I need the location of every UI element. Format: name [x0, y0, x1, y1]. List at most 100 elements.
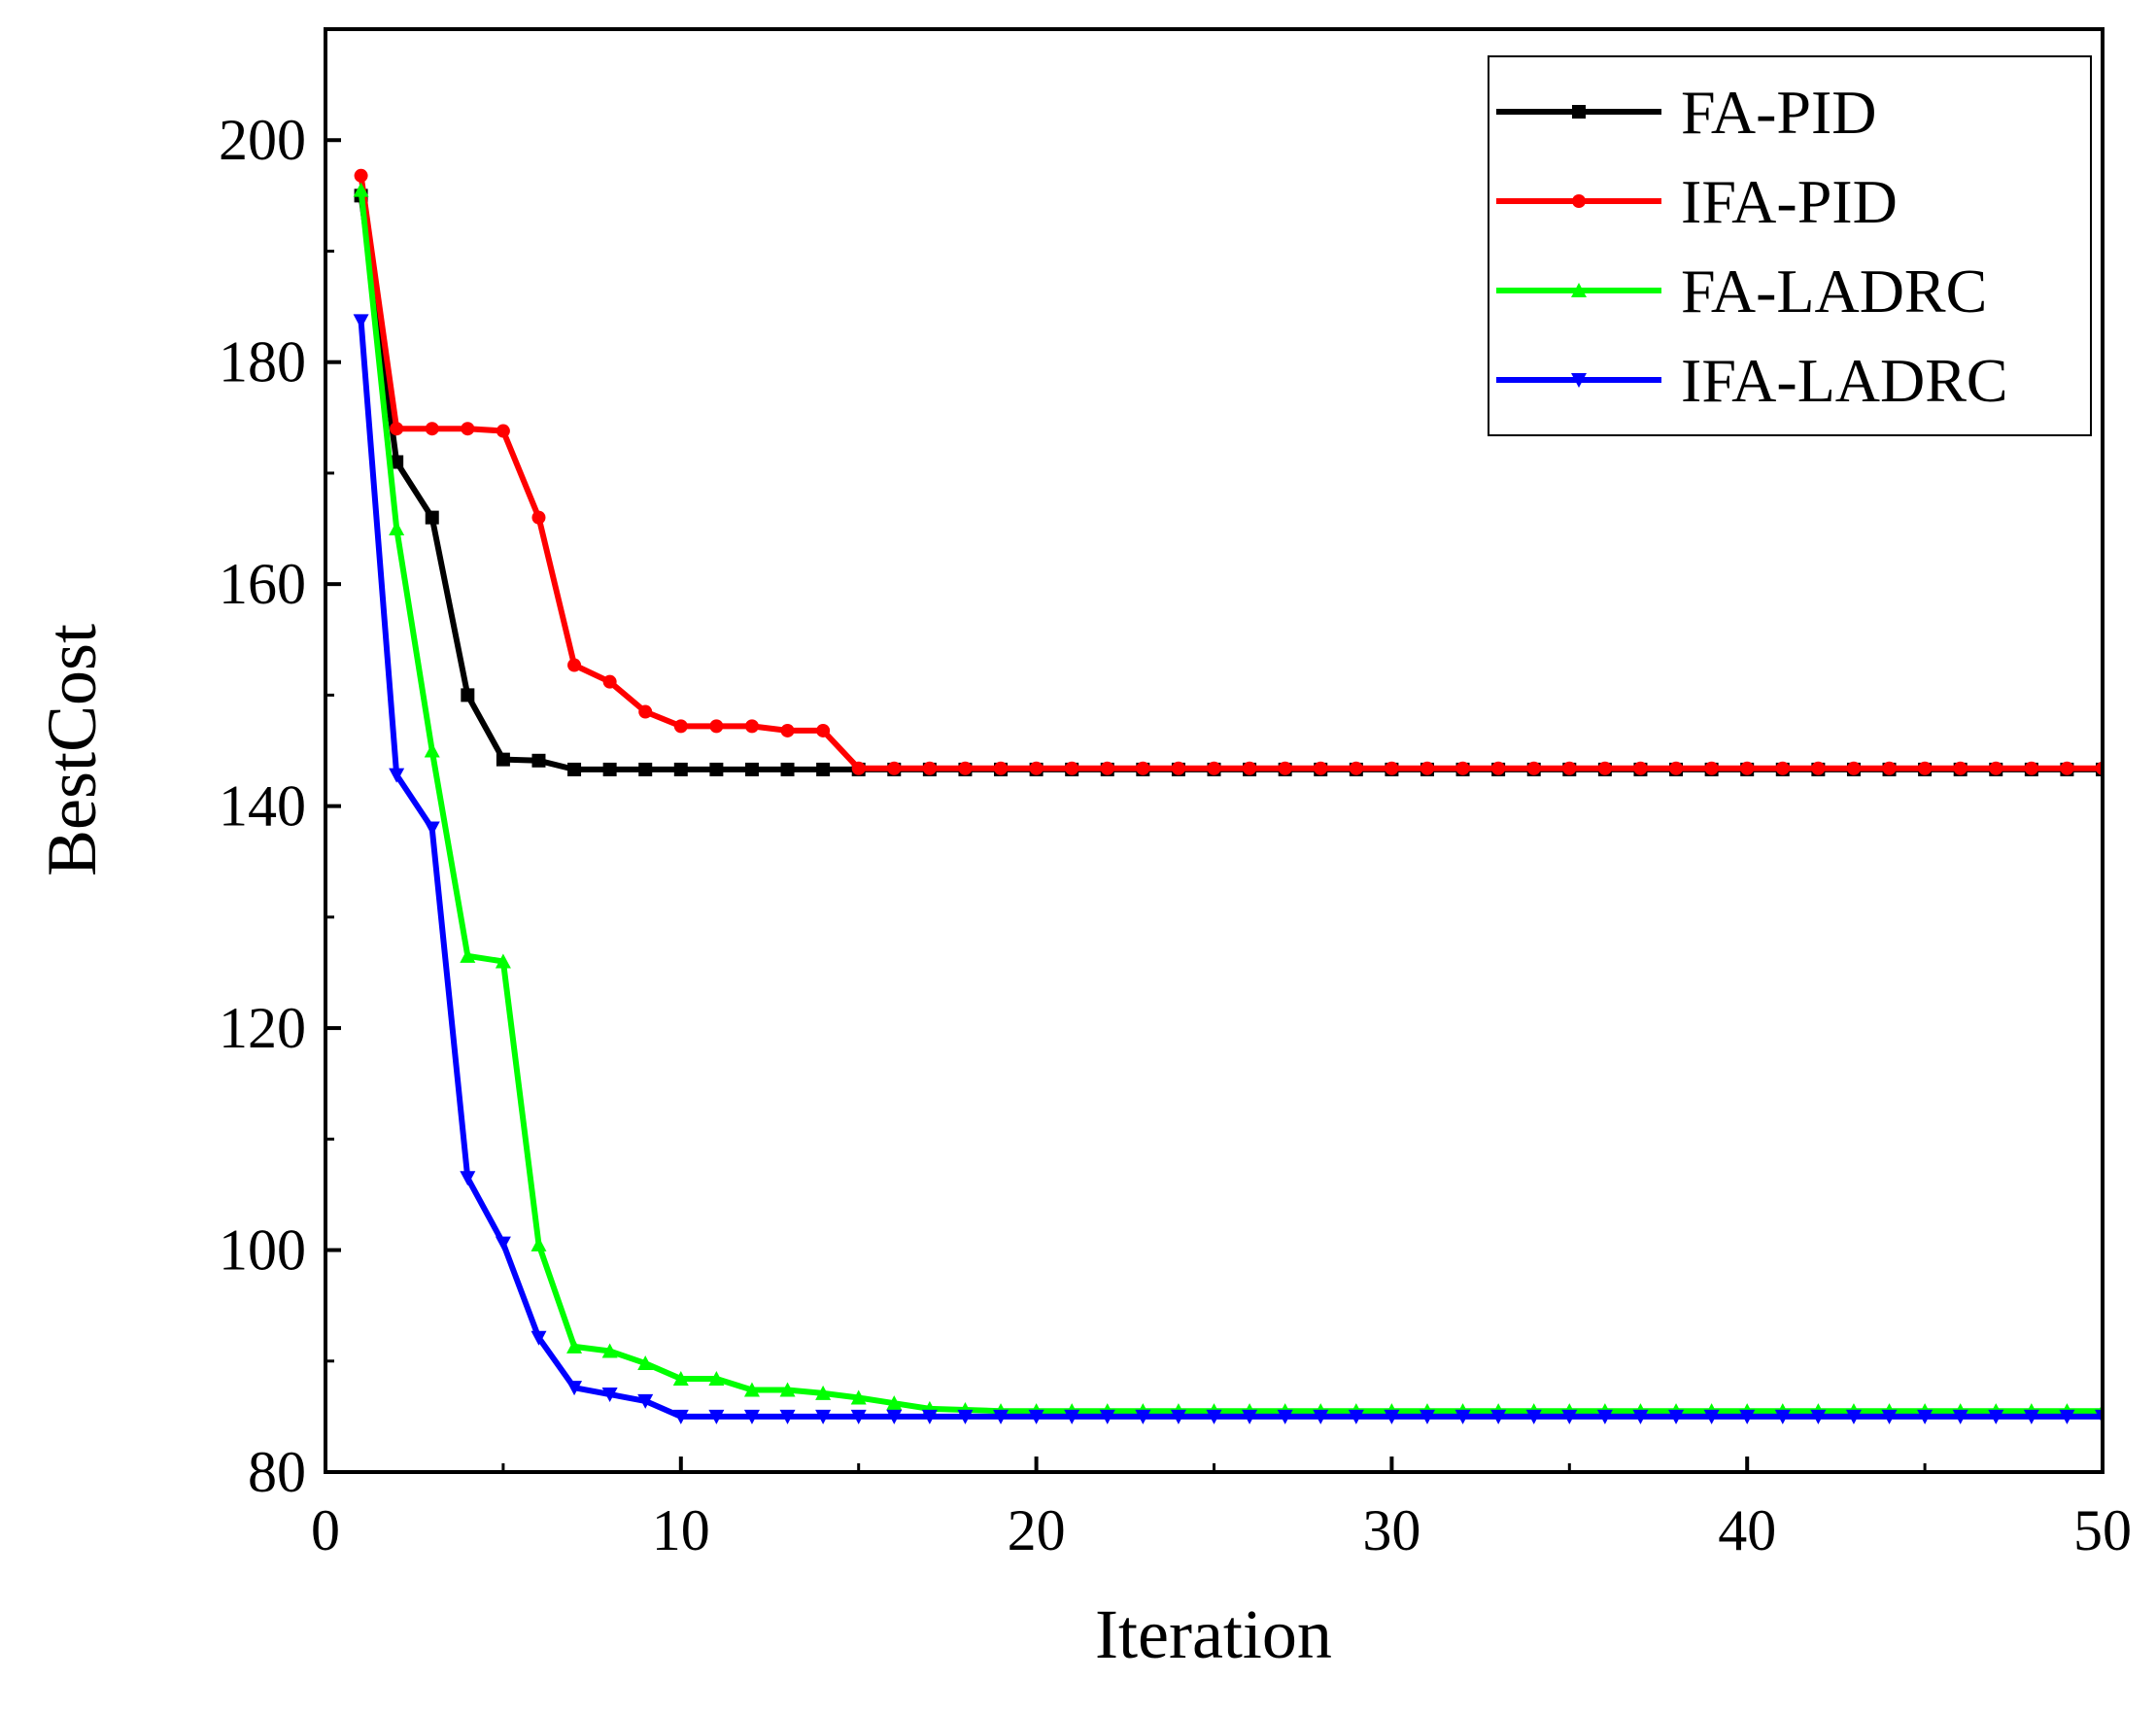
- data-point-ifa-ladrc: [353, 314, 369, 329]
- data-point-fa-ladrc: [530, 1236, 547, 1251]
- data-point-ifa-ladrc: [1668, 1409, 1685, 1424]
- data-point-ifa-pid: [958, 761, 973, 775]
- data-point-ifa-ladrc: [1348, 1409, 1364, 1424]
- data-point-fa-pid: [744, 762, 759, 776]
- data-point-ifa-pid: [1349, 761, 1363, 775]
- data-point-ifa-ladrc: [1703, 1409, 1720, 1424]
- data-point-ifa-ladrc: [1881, 1409, 1898, 1424]
- legend-item-ifa-ladrc: IFA-LADRC: [1496, 346, 2008, 415]
- data-point-fa-pid: [709, 762, 724, 776]
- data-point-ifa-pid: [390, 422, 404, 436]
- data-point-ifa-ladrc: [1170, 1409, 1186, 1424]
- y-tick-label: 160: [219, 552, 306, 616]
- data-point-fa-pid: [602, 762, 617, 776]
- data-point-ifa-ladrc: [743, 1409, 760, 1424]
- data-point-ifa-ladrc: [1774, 1409, 1791, 1424]
- y-tick-label: 80: [248, 1440, 306, 1504]
- data-point-ifa-pid: [1171, 761, 1185, 775]
- data-point-ifa-ladrc: [637, 1393, 654, 1409]
- data-point-ifa-pid: [425, 422, 439, 436]
- y-tick-label: 120: [219, 996, 306, 1060]
- data-point-ifa-pid: [354, 168, 368, 183]
- data-point-ifa-ladrc: [1419, 1409, 1435, 1424]
- series-ifa-ladrc: [353, 314, 2105, 1424]
- data-point-fa-ladrc: [672, 1371, 689, 1387]
- data-point-ifa-pid: [709, 719, 724, 734]
- data-point-fa-pid: [425, 510, 439, 525]
- legend-item-ifa-pid: IFA-PID: [1496, 167, 1898, 236]
- data-point-ifa-pid: [780, 723, 795, 737]
- data-point-ifa-ladrc: [850, 1409, 867, 1424]
- data-point-ifa-ladrc: [993, 1409, 1010, 1424]
- data-point-fa-pid: [673, 762, 688, 776]
- data-point-ifa-pid: [461, 422, 475, 436]
- data-point-ifa-pid: [1420, 761, 1434, 775]
- data-point-ifa-pid: [1846, 761, 1861, 775]
- y-tick-label: 100: [219, 1218, 306, 1283]
- data-point-ifa-ladrc: [1596, 1409, 1613, 1424]
- x-tick-label: 50: [2073, 1498, 2132, 1562]
- x-tick-label: 40: [1718, 1498, 1776, 1562]
- data-point-ifa-ladrc: [1384, 1409, 1400, 1424]
- y-axis-title: BestCost: [33, 624, 111, 876]
- data-point-ifa-ladrc: [1135, 1409, 1151, 1424]
- data-point-ifa-pid: [1314, 761, 1328, 775]
- data-point-fa-pid: [531, 753, 546, 768]
- data-point-ifa-ladrc: [1952, 1409, 1968, 1424]
- data-point-ifa-pid: [1029, 761, 1044, 775]
- legend-marker: [1571, 283, 1587, 297]
- data-point-ifa-pid: [2024, 761, 2038, 775]
- y-tick-label: 180: [219, 330, 306, 394]
- series-line-ifa-ladrc: [358, 321, 2103, 1420]
- data-point-fa-ladrc: [566, 1338, 583, 1354]
- data-point-ifa-ladrc: [1490, 1409, 1507, 1424]
- data-point-fa-pid: [780, 762, 795, 776]
- data-point-ifa-ladrc: [1561, 1409, 1578, 1424]
- data-point-fa-pid: [567, 762, 582, 776]
- data-point-ifa-ladrc: [2059, 1409, 2075, 1424]
- data-point-ifa-ladrc: [921, 1409, 938, 1424]
- x-axis-title: Iteration: [1095, 1595, 1332, 1673]
- data-point-ifa-ladrc: [1454, 1409, 1471, 1424]
- data-point-ifa-ladrc: [1099, 1409, 1115, 1424]
- data-point-ifa-ladrc: [957, 1409, 974, 1424]
- data-point-ifa-ladrc: [1525, 1409, 1542, 1424]
- data-point-ifa-pid: [531, 510, 546, 525]
- legend-label: FA-LADRC: [1681, 257, 1987, 326]
- legend-marker: [1572, 194, 1586, 208]
- data-point-fa-ladrc: [886, 1395, 903, 1411]
- data-point-ifa-ladrc: [530, 1330, 547, 1346]
- x-tick-label: 30: [1362, 1498, 1420, 1562]
- data-point-fa-ladrc: [460, 947, 476, 963]
- data-point-ifa-ladrc: [708, 1409, 725, 1424]
- data-point-ifa-pid: [1243, 761, 1257, 775]
- data-point-ifa-ladrc: [1810, 1409, 1827, 1424]
- data-point-ifa-pid: [567, 658, 582, 672]
- data-point-ifa-pid: [1385, 761, 1399, 775]
- data-point-ifa-pid: [1278, 761, 1292, 775]
- data-point-ifa-ladrc: [1917, 1409, 1934, 1424]
- legend-box: [1488, 55, 2092, 436]
- data-point-ifa-ladrc: [389, 768, 405, 783]
- data-point-fa-pid: [461, 688, 475, 703]
- data-point-fa-pid: [638, 762, 653, 776]
- data-point-ifa-pid: [816, 723, 831, 737]
- data-point-fa-ladrc: [495, 953, 511, 969]
- legend-label: IFA-LADRC: [1681, 346, 2008, 415]
- data-point-ifa-pid: [1704, 761, 1719, 775]
- legend-item-fa-pid: FA-PID: [1496, 78, 1877, 147]
- data-point-ifa-pid: [1562, 761, 1577, 775]
- data-point-ifa-pid: [744, 719, 759, 734]
- legend-label: IFA-PID: [1681, 167, 1898, 236]
- data-point-ifa-pid: [1633, 761, 1648, 775]
- data-point-ifa-ladrc: [1277, 1409, 1293, 1424]
- data-point-ifa-ladrc: [1845, 1409, 1862, 1424]
- data-point-ifa-pid: [638, 704, 653, 719]
- data-point-fa-ladrc: [779, 1382, 796, 1397]
- series-ifa-pid: [354, 168, 2105, 775]
- y-tick-label: 140: [219, 774, 306, 839]
- data-point-ifa-pid: [1136, 761, 1150, 775]
- data-point-fa-ladrc: [850, 1389, 867, 1405]
- data-point-fa-ladrc: [389, 521, 405, 536]
- data-point-ifa-pid: [1775, 761, 1790, 775]
